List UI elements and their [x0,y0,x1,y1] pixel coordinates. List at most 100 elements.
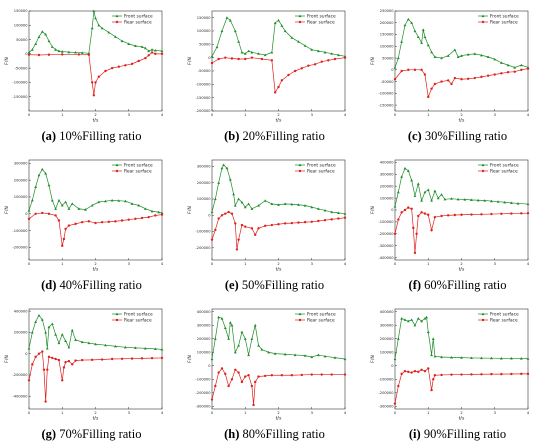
data-point [51,356,54,360]
y-tick-label: 0 [25,52,28,56]
data-point [160,356,164,360]
data-point [47,39,51,43]
data-point [77,207,81,210]
data-point [290,221,293,225]
data-point [413,369,417,373]
data-point [317,49,320,53]
data-point [470,373,473,376]
data-point [47,183,51,187]
data-point [84,208,87,211]
data-point [460,54,463,57]
y-tick-label: 200000 [14,331,28,335]
data-point [87,53,91,56]
data-point [104,199,107,203]
data-point [110,357,114,361]
data-point [237,238,240,241]
data-point [410,178,414,182]
data-point [410,318,414,321]
data-point [297,203,300,206]
data-point [500,72,503,75]
panel-title: 80%Filling ratio [242,427,325,441]
x-tick-label: 4 [527,411,530,415]
data-point [500,61,503,64]
data-point [230,323,234,327]
data-point [450,373,453,376]
legend-marker [298,163,302,167]
data-point [476,198,480,202]
data-point [228,18,232,22]
data-point [427,95,430,99]
y-axis-label: F/N [187,57,193,65]
y-tick-label: 0 [25,212,28,216]
plot-frame [394,159,529,261]
data-point [337,217,340,220]
y-tick-label: 200000 [380,21,394,25]
panel-title: 50%Filling ratio [241,278,325,292]
x-axis-label: t/s [93,267,99,273]
data-point [440,355,443,359]
legend-marker [298,20,302,24]
chart-panel: -200000 -100000 0 100000 200000 300000 0 1 2 3 4 t/… [183,149,366,298]
y-tick-label: 300000 [380,172,394,176]
x-tick-label: 2 [460,262,462,266]
data-point [100,26,104,30]
data-point [217,57,220,61]
x-tick-label: 2 [277,113,279,117]
data-point [137,59,140,63]
data-point [247,49,250,53]
data-point [90,81,94,84]
data-point [443,197,447,201]
data-point [480,373,483,376]
panel-title: 20%Filling ratio [242,129,325,143]
data-point [310,355,314,359]
y-tick-label: 100000 [380,196,394,200]
legend-label: Rear surface [124,169,152,175]
data-point [107,31,111,34]
data-point [217,181,221,184]
data-point [45,346,49,350]
data-point [433,354,437,358]
data-point [420,199,423,202]
y-tick-label: 300000 [14,162,28,166]
y-tick-label: -150000 [378,103,394,107]
data-point [396,337,400,340]
legend-label: Rear surface [307,318,335,324]
legend-marker [298,169,302,173]
data-point [37,352,41,355]
panel-caption: (f) 60%Filling ratio [366,278,549,293]
data-point [234,368,237,372]
data-point [430,353,433,357]
y-tick-label: -100000 [378,220,394,224]
panel-caption: (b) 20%Filling ratio [183,129,366,144]
data-point [490,356,493,360]
x-tick-label: 3 [311,113,313,117]
data-point [423,190,427,194]
data-point [230,57,234,60]
data-point [430,229,433,232]
x-tick-label: 2 [277,411,279,415]
data-point [317,353,320,357]
data-point [153,49,157,52]
panel-title: 60%Filling ratio [424,278,507,292]
x-axis-label: t/s [276,416,282,422]
legend-label: Rear surface [490,169,518,175]
data-point [343,56,347,59]
y-tick-label: 400000 [14,309,28,313]
data-point [34,355,37,359]
data-point [260,348,264,351]
data-point [432,378,435,381]
data-point [403,208,407,212]
data-point [232,192,236,196]
data-point [466,53,470,56]
data-point [210,61,214,65]
data-point [97,23,101,27]
x-tick-label: 4 [527,113,530,117]
data-point [210,357,214,361]
data-point [94,221,97,225]
y-axis-label: F/N [370,206,376,214]
panel-title: 70%Filling ratio [59,427,142,441]
x-tick-label: 1 [61,262,63,266]
data-point [217,315,221,319]
data-point [94,16,97,20]
data-point [143,46,147,50]
